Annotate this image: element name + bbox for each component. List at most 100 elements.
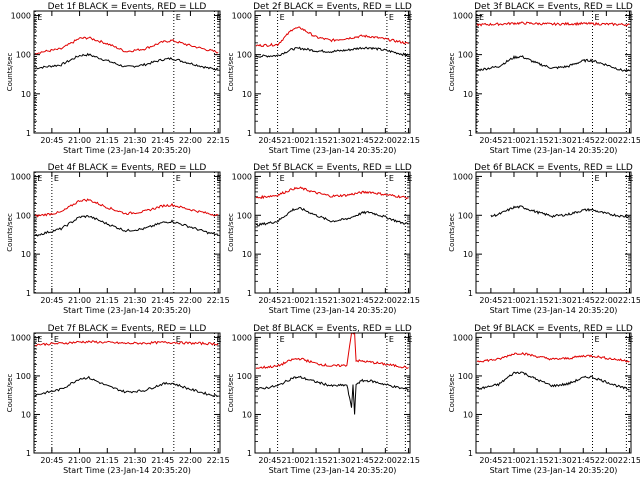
y-tick-label: 100 (16, 51, 31, 60)
y-axis-label: Counts/sec (448, 374, 456, 413)
event-marker-label: E (389, 335, 394, 344)
y-tick-label: 1 (468, 289, 473, 298)
panel-title: Det 1f BLACK = Events, RED = LLD (48, 2, 207, 12)
y-axis-label: Counts/sec (6, 213, 14, 252)
event-marker-label: E (595, 174, 600, 183)
events-series-line (256, 206, 409, 227)
y-axis-label: Counts/sec (6, 374, 14, 413)
x-tick-label: 22:00 (595, 296, 618, 305)
x-tick-label: 20:45 (479, 456, 502, 465)
y-tick-label: 1000 (232, 333, 252, 342)
y-tick-label: 100 (237, 51, 252, 60)
y-tick-label: 10 (242, 90, 252, 99)
x-tick-label: 22:15 (618, 296, 640, 305)
y-axis-label: Counts/sec (227, 374, 235, 413)
y-tick-label: 1 (247, 129, 252, 138)
y-tick-label: 1 (26, 129, 31, 138)
x-tick-label: 21:00 (502, 136, 525, 145)
x-tick-label: 21:00 (68, 136, 91, 145)
x-tick-label: 21:00 (281, 456, 304, 465)
y-tick-label: 10 (21, 250, 31, 259)
event-marker-label: E (216, 13, 221, 22)
event-marker-label: E (54, 174, 59, 183)
x-tick-label: 21:00 (502, 456, 525, 465)
panel-title: Det 5f BLACK = Events, RED = LLD (253, 163, 412, 173)
chart-panel-4: Det 4f BLACK = Events, RED = LLD 1 10 100 10… (6, 163, 230, 315)
x-tick-label: 22:00 (374, 296, 397, 305)
events-series-line (476, 55, 630, 73)
event-marker-label: E (176, 335, 181, 344)
y-tick-label: 1 (26, 289, 31, 298)
y-tick-label: 1000 (453, 172, 473, 181)
event-marker-label: E (479, 13, 484, 22)
x-tick-label: 21:15 (305, 296, 328, 305)
y-axis-label: Counts/sec (448, 213, 456, 252)
y-tick-label: 10 (242, 250, 252, 259)
y-tick-label: 10 (21, 90, 31, 99)
chart-panel-5: Det 5f BLACK = Events, RED = LLD 1 10 100 10… (227, 163, 420, 315)
chart-panel-9: Det 9f BLACK = Events, RED = LLD 1 10 100 10… (448, 324, 640, 475)
event-marker-label: E (37, 174, 42, 183)
x-tick-label: 21:45 (572, 456, 595, 465)
x-tick-label: 21:15 (96, 456, 119, 465)
x-tick-label: 21:15 (305, 136, 328, 145)
x-axis-label: Start Time (23-Jan-14 20:35:20) (63, 146, 191, 155)
y-tick-label: 1 (468, 129, 473, 138)
x-tick-label: 21:30 (549, 456, 572, 465)
event-marker-label: E (37, 335, 42, 344)
x-tick-label: 21:15 (526, 456, 549, 465)
plot-frame (33, 10, 221, 134)
x-tick-label: 20:45 (479, 136, 502, 145)
lld-series-line (255, 26, 409, 47)
y-tick-label: 1000 (232, 172, 252, 181)
lld-series-line (476, 21, 630, 27)
y-tick-label: 100 (458, 211, 473, 220)
x-tick-label: 21:00 (502, 296, 525, 305)
x-axis-label: Start Time (23-Jan-14 20:35:20) (269, 466, 397, 475)
x-tick-label: 21:30 (123, 136, 146, 145)
y-tick-label: 1000 (453, 333, 473, 342)
x-tick-label: 22:15 (397, 296, 420, 305)
y-tick-label: 100 (16, 372, 31, 381)
lld-series-line (476, 351, 630, 363)
y-tick-label: 100 (458, 372, 473, 381)
plot-frame (475, 10, 632, 134)
x-tick-label: 22:15 (397, 136, 420, 145)
y-axis-label: Counts/sec (448, 53, 456, 92)
event-marker-label: E (176, 174, 181, 183)
event-marker-label: E (595, 13, 600, 22)
event-marker-label: E (389, 13, 394, 22)
event-marker-label: E (54, 335, 59, 344)
x-tick-label: 20:45 (258, 136, 281, 145)
event-marker-label: E (280, 13, 285, 22)
x-tick-label: 21:30 (123, 296, 146, 305)
x-tick-label: 21:45 (151, 136, 174, 145)
y-tick-label: 1 (247, 449, 252, 458)
x-tick-label: 21:30 (549, 136, 572, 145)
x-tick-label: 21:15 (526, 296, 549, 305)
lld-series-line (255, 186, 409, 200)
x-tick-label: 21:15 (526, 136, 549, 145)
x-tick-label: 22:15 (207, 456, 230, 465)
x-tick-label: 21:45 (351, 136, 374, 145)
x-axis-label: Start Time (23-Jan-14 20:35:20) (490, 466, 618, 475)
y-tick-label: 1000 (11, 172, 31, 181)
x-tick-label: 22:00 (595, 456, 618, 465)
plot-frame (33, 332, 221, 454)
x-tick-label: 21:15 (96, 136, 119, 145)
x-tick-label: 21:45 (351, 296, 374, 305)
x-tick-label: 21:15 (305, 456, 328, 465)
panel-title: Det 2f BLACK = Events, RED = LLD (253, 2, 412, 12)
x-tick-label: 22:00 (179, 456, 202, 465)
y-tick-label: 100 (237, 372, 252, 381)
x-tick-label: 21:30 (328, 136, 351, 145)
x-tick-label: 22:00 (179, 296, 202, 305)
x-tick-label: 21:00 (68, 296, 91, 305)
chart-panel-1: Det 1f BLACK = Events, RED = LLD 1 10 100 10… (6, 2, 230, 155)
event-marker-label: E (595, 335, 600, 344)
x-tick-label: 22:00 (374, 136, 397, 145)
panel-title: Det 8f BLACK = Events, RED = LLD (253, 324, 412, 334)
events-series-line (35, 215, 219, 237)
events-series-line (490, 205, 630, 219)
